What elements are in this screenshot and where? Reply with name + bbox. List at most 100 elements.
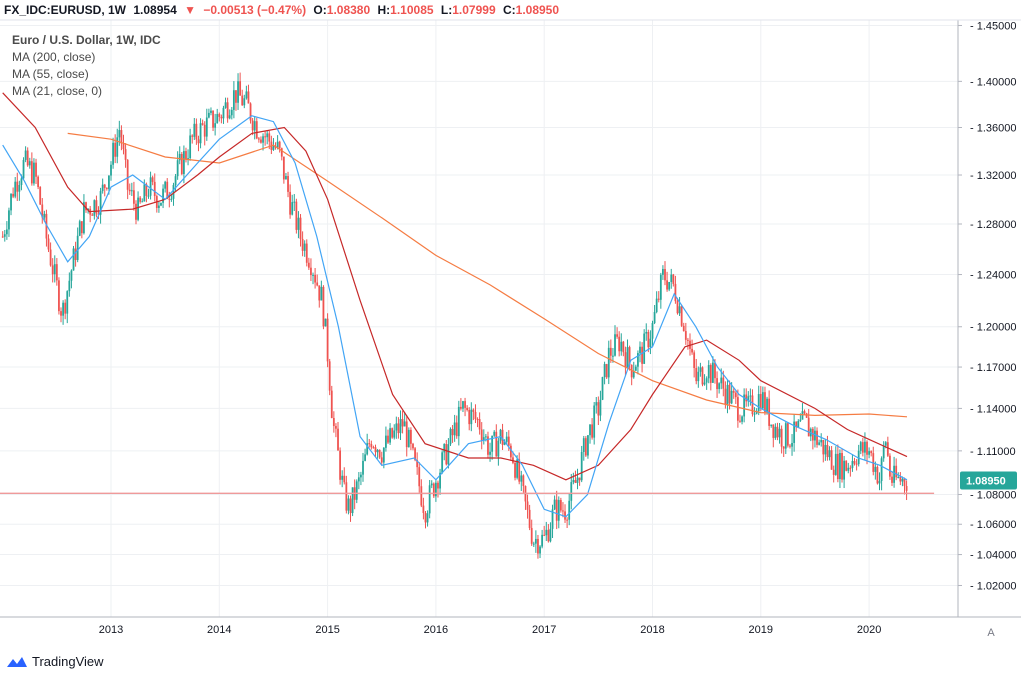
candle-body	[826, 444, 829, 458]
candle-body	[476, 419, 479, 421]
candle-body	[322, 286, 325, 327]
candle-body	[851, 461, 854, 468]
candle-body	[782, 446, 785, 449]
candle-body	[72, 248, 75, 271]
y-tick-label: - 1.06000	[970, 519, 1016, 531]
candle-body	[678, 306, 681, 314]
legend-ma21[interactable]: MA (21, close, 0)	[12, 84, 103, 98]
candle-body	[453, 422, 456, 436]
candle-body	[655, 298, 658, 312]
candle-body	[314, 274, 317, 283]
candle-body	[135, 203, 137, 220]
candle-body	[562, 510, 564, 512]
candle-body	[101, 184, 104, 192]
candle-body	[280, 148, 283, 157]
y-tick-label: - 1.20000	[970, 322, 1016, 334]
candle-body	[439, 472, 441, 489]
candle-body	[766, 398, 768, 413]
candle-body	[555, 499, 558, 521]
legend-ma55[interactable]: MA (55, close)	[12, 67, 89, 81]
candle-body	[318, 285, 321, 301]
candle-body	[110, 164, 112, 176]
candle-body	[853, 461, 856, 464]
candle-body	[285, 176, 287, 180]
candle-body	[51, 265, 54, 275]
candle-body	[3, 234, 6, 237]
candle-body	[778, 428, 781, 438]
open-label: O:	[313, 3, 327, 17]
candle-body	[818, 442, 821, 445]
y-tick-label: - 1.17000	[970, 362, 1016, 374]
candle-body	[784, 423, 787, 449]
candle-body	[632, 370, 635, 378]
candle-body	[430, 483, 433, 486]
candle-body	[487, 436, 489, 455]
candle-body	[41, 204, 44, 218]
candle-body	[864, 441, 866, 453]
tradingview-footer[interactable]: TradingView	[6, 654, 104, 669]
candle-body	[711, 362, 714, 383]
chart-legend: Euro / U.S. Dollar, 1W, IDC MA (200, clo…	[12, 32, 161, 100]
candle-body	[355, 481, 358, 500]
candle-body	[547, 529, 550, 542]
candle-body	[118, 130, 121, 138]
candle-body	[149, 177, 152, 196]
candle-body	[649, 338, 652, 348]
candle-body	[749, 395, 752, 397]
candle-body	[518, 459, 521, 482]
candle-body	[699, 367, 702, 372]
candle-body	[362, 460, 364, 475]
candle-body	[172, 185, 175, 199]
symbol-label[interactable]: FX_IDC:EURUSD, 1W	[4, 3, 127, 17]
candle-body	[772, 424, 775, 438]
candle-body	[624, 352, 627, 368]
candle-body	[278, 141, 281, 149]
candle-body	[416, 460, 419, 468]
chart-header: FX_IDC:EURUSD, 1W 1.08954 ▼ −0.00513 (−0…	[4, 3, 563, 17]
candle-body	[828, 450, 831, 458]
candle-body	[203, 124, 206, 137]
candle-body	[824, 444, 827, 455]
candle-body	[868, 451, 870, 455]
candle-body	[732, 390, 735, 393]
candle-body	[780, 428, 783, 447]
candle-body	[64, 302, 67, 314]
ma21-line	[2, 115, 908, 518]
candle-body	[45, 213, 48, 239]
candle-body	[218, 114, 221, 117]
candle-body	[759, 394, 762, 409]
candle-body	[662, 269, 664, 275]
candle-body	[603, 364, 606, 378]
y-tick-label: - 1.28000	[970, 219, 1016, 231]
candle-body	[599, 399, 602, 416]
tradingview-brand: TradingView	[32, 654, 104, 669]
candle-body	[726, 384, 729, 405]
auto-scale-label[interactable]: A	[987, 627, 995, 639]
legend-title: Euro / U.S. Dollar, 1W, IDC	[12, 33, 161, 47]
candle-body	[614, 334, 616, 356]
candle-body	[124, 149, 127, 160]
candle-body	[905, 486, 908, 491]
candle-body	[91, 214, 94, 216]
high-label: H:	[377, 3, 391, 17]
tradingview-logo-icon	[7, 656, 27, 667]
candle-body	[734, 392, 737, 398]
candle-body	[882, 445, 885, 459]
candle-body	[616, 334, 618, 337]
candle-body	[464, 401, 466, 408]
candle-body	[478, 419, 481, 430]
candle-body	[108, 175, 110, 189]
candle-body	[412, 443, 414, 449]
candle-body	[335, 426, 337, 429]
candle-body	[418, 467, 421, 487]
candle-body	[534, 538, 537, 544]
candle-body	[745, 394, 748, 402]
x-tick-label: 2017	[532, 624, 556, 636]
candle-body	[435, 482, 437, 497]
legend-ma200[interactable]: MA (200, close)	[12, 50, 96, 64]
candle-body	[328, 361, 331, 391]
candle-body	[105, 187, 108, 189]
candle-body	[122, 143, 125, 150]
candle-body	[139, 197, 142, 202]
